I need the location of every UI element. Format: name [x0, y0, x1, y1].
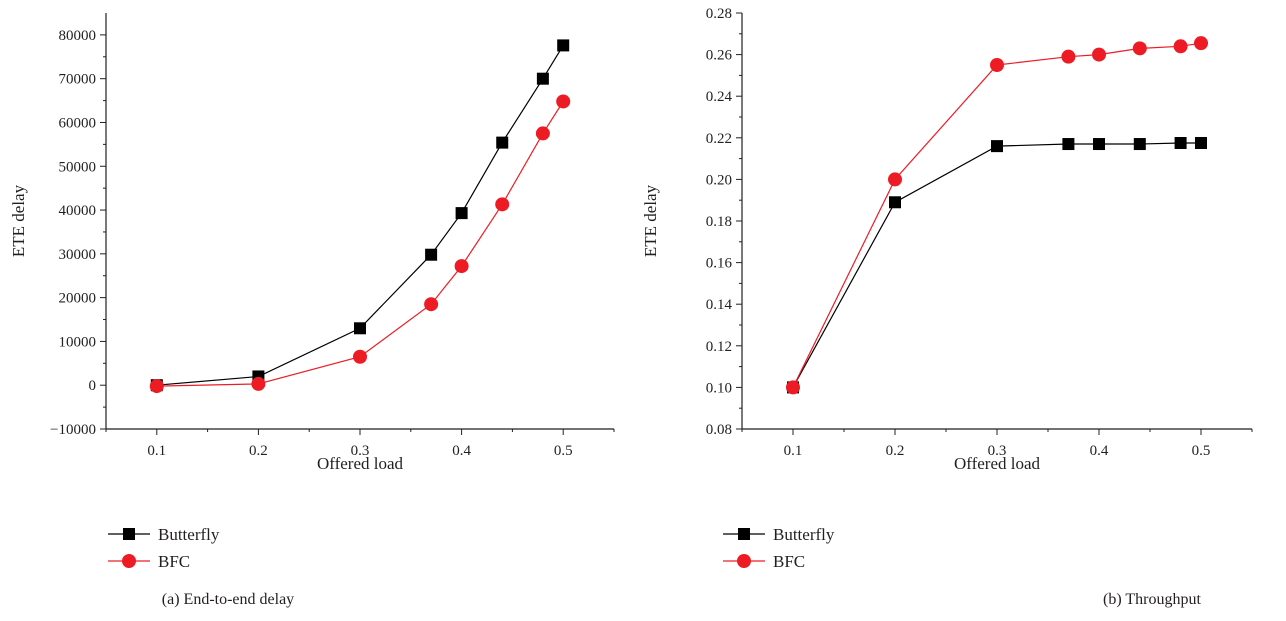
chart-caption: (a) End-to-end delay: [162, 591, 294, 608]
x-tick-label: 0.2: [249, 443, 268, 459]
series-line-bfc: [792, 42, 1202, 388]
x-tick-label: 0.4: [1090, 443, 1109, 459]
y-tick-label: 0.20: [706, 172, 732, 188]
data-point-butterfly: [1062, 138, 1075, 151]
data-point-bfc: [251, 376, 266, 391]
data-point-butterfly: [1133, 138, 1146, 151]
x-tick-label: 0.5: [554, 443, 573, 459]
data-point-butterfly: [889, 196, 901, 209]
data-point-butterfly: [1174, 137, 1187, 149]
x-tick-label: 0.4: [452, 443, 471, 459]
y-tick-label: 0.08: [706, 422, 732, 438]
data-point-butterfly: [425, 248, 438, 261]
x-tick-label: 0.5: [1192, 443, 1211, 459]
data-point-bfc: [1092, 47, 1106, 62]
y-tick-label: 0.12: [706, 339, 732, 355]
series-line-bfc: [156, 101, 564, 387]
data-point-bfc: [424, 297, 439, 312]
x-tick-label: 0.3: [988, 443, 1007, 459]
chart-caption: (b) Throughput: [1103, 591, 1201, 608]
legend-label-bfc: BFC: [773, 552, 805, 571]
data-point-butterfly: [991, 140, 1003, 153]
y-tick-label: 80000: [59, 28, 97, 44]
y-tick-label: 60000: [59, 115, 97, 131]
y-tick-label: 0.16: [706, 256, 733, 272]
data-point-butterfly: [455, 207, 468, 220]
data-point-bfc: [1132, 41, 1147, 56]
data-point-bfc: [1061, 49, 1076, 64]
legend-marker-bfc: [737, 554, 751, 568]
data-point-bfc: [454, 259, 469, 274]
data-point-bfc: [786, 380, 800, 395]
y-axis-title: ETE delay: [641, 184, 660, 257]
y-axis-title: ETE delay: [9, 184, 28, 257]
y-tick-label: 0.26: [706, 48, 733, 64]
chart-panel-a: −10000 0 10000 20000 30000 40000 50000 60000 700…: [9, 13, 615, 608]
x-tick-label: 0.2: [886, 443, 905, 459]
data-point-butterfly: [354, 322, 366, 335]
y-tick-label: 0: [89, 378, 97, 394]
series-line-butterfly: [792, 142, 1201, 388]
y-tick-label: 0.28: [706, 6, 732, 22]
chart-panel-b: 0.08 0.10 0.12 0.14 0.16 0.18 0.20 0.22 0.24 0.26…: [641, 6, 1253, 608]
y-tick-label: 0.14: [706, 297, 733, 313]
y-tick-label: 70000: [59, 72, 97, 88]
series-line-butterfly: [156, 45, 564, 386]
data-point-butterfly: [536, 72, 549, 85]
y-tick-label: 0.18: [706, 214, 732, 230]
legend-marker-butterfly: [738, 528, 750, 540]
y-tick-label: 0.10: [706, 380, 732, 396]
data-point-bfc: [1173, 39, 1188, 54]
data-point-butterfly: [1093, 138, 1105, 151]
data-point-bfc: [556, 94, 571, 109]
y-tick-label: 40000: [59, 203, 97, 219]
y-tick-label: 20000: [59, 291, 97, 307]
x-tick-label: 0.3: [351, 443, 370, 459]
legend-label-butterfly: Butterfly: [773, 525, 835, 544]
legend-label-bfc: BFC: [158, 552, 190, 571]
x-axis-title: Offered load: [954, 454, 1041, 473]
data-point-bfc: [1194, 36, 1208, 51]
data-point-butterfly: [496, 136, 509, 149]
y-tick-label: 10000: [59, 334, 97, 350]
data-point-bfc: [888, 172, 902, 187]
data-point-butterfly: [557, 39, 570, 52]
data-point-bfc: [149, 379, 164, 394]
data-point-bfc: [495, 197, 510, 212]
y-tick-label: 0.22: [706, 131, 732, 147]
data-point-butterfly: [1195, 137, 1207, 149]
y-tick-label: −10000: [50, 422, 96, 438]
data-point-bfc: [353, 349, 367, 364]
x-tick-label: 0.1: [784, 443, 803, 459]
y-tick-label: 0.24: [706, 89, 733, 105]
legend-marker-bfc: [122, 554, 136, 568]
x-tick-label: 0.1: [147, 443, 166, 459]
data-point-bfc: [535, 126, 550, 141]
y-tick-label: 50000: [59, 159, 97, 175]
legend-marker-butterfly: [123, 528, 135, 540]
data-point-bfc: [990, 58, 1004, 72]
y-tick-label: 30000: [59, 247, 97, 263]
x-axis-title: Offered load: [317, 454, 404, 473]
legend-label-butterfly: Butterfly: [158, 525, 220, 544]
